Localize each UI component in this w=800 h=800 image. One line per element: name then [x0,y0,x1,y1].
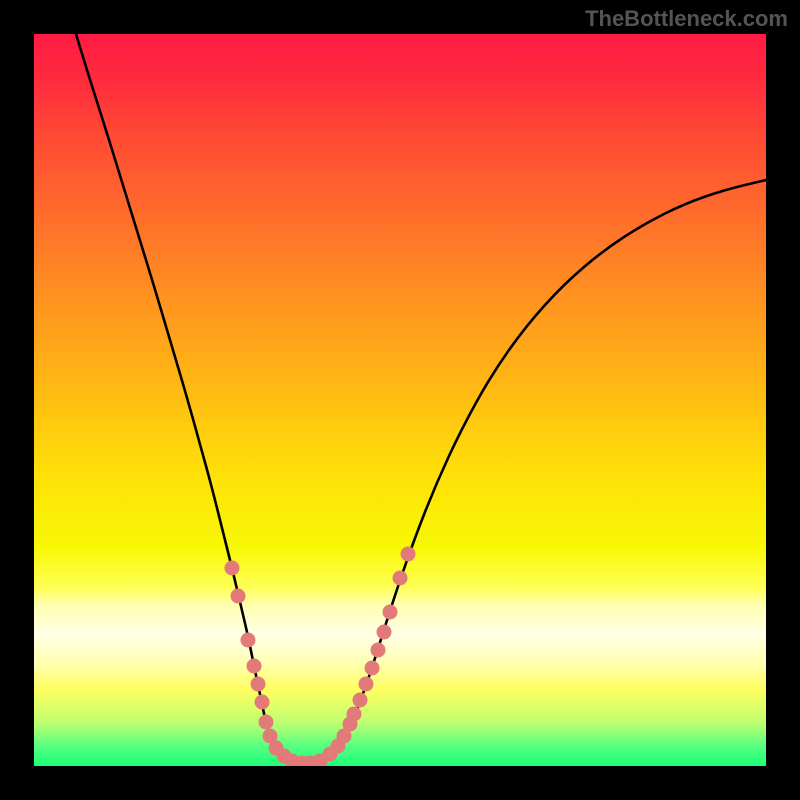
scatter-dot [247,659,262,674]
scatter-dot [401,547,416,562]
scatter-dot [259,715,274,730]
chart-svg [34,34,766,766]
scatter-dot [353,693,368,708]
scatter-dot [371,643,386,658]
scatter-dot [255,695,270,710]
watermark-text: TheBottleneck.com [585,6,788,32]
scatter-dot [347,707,362,722]
v-curve-left [76,34,306,763]
scatter-dot [393,571,408,586]
scatter-dot [241,633,256,648]
scatter-dot [377,625,392,640]
scatter-dot [365,661,380,676]
v-curve-right [306,180,766,763]
scatter-dot [225,561,240,576]
scatter-dot [383,605,398,620]
scatter-dot [359,677,374,692]
plot-area [34,34,766,766]
scatter-dot [231,589,246,604]
scatter-dot [251,677,266,692]
